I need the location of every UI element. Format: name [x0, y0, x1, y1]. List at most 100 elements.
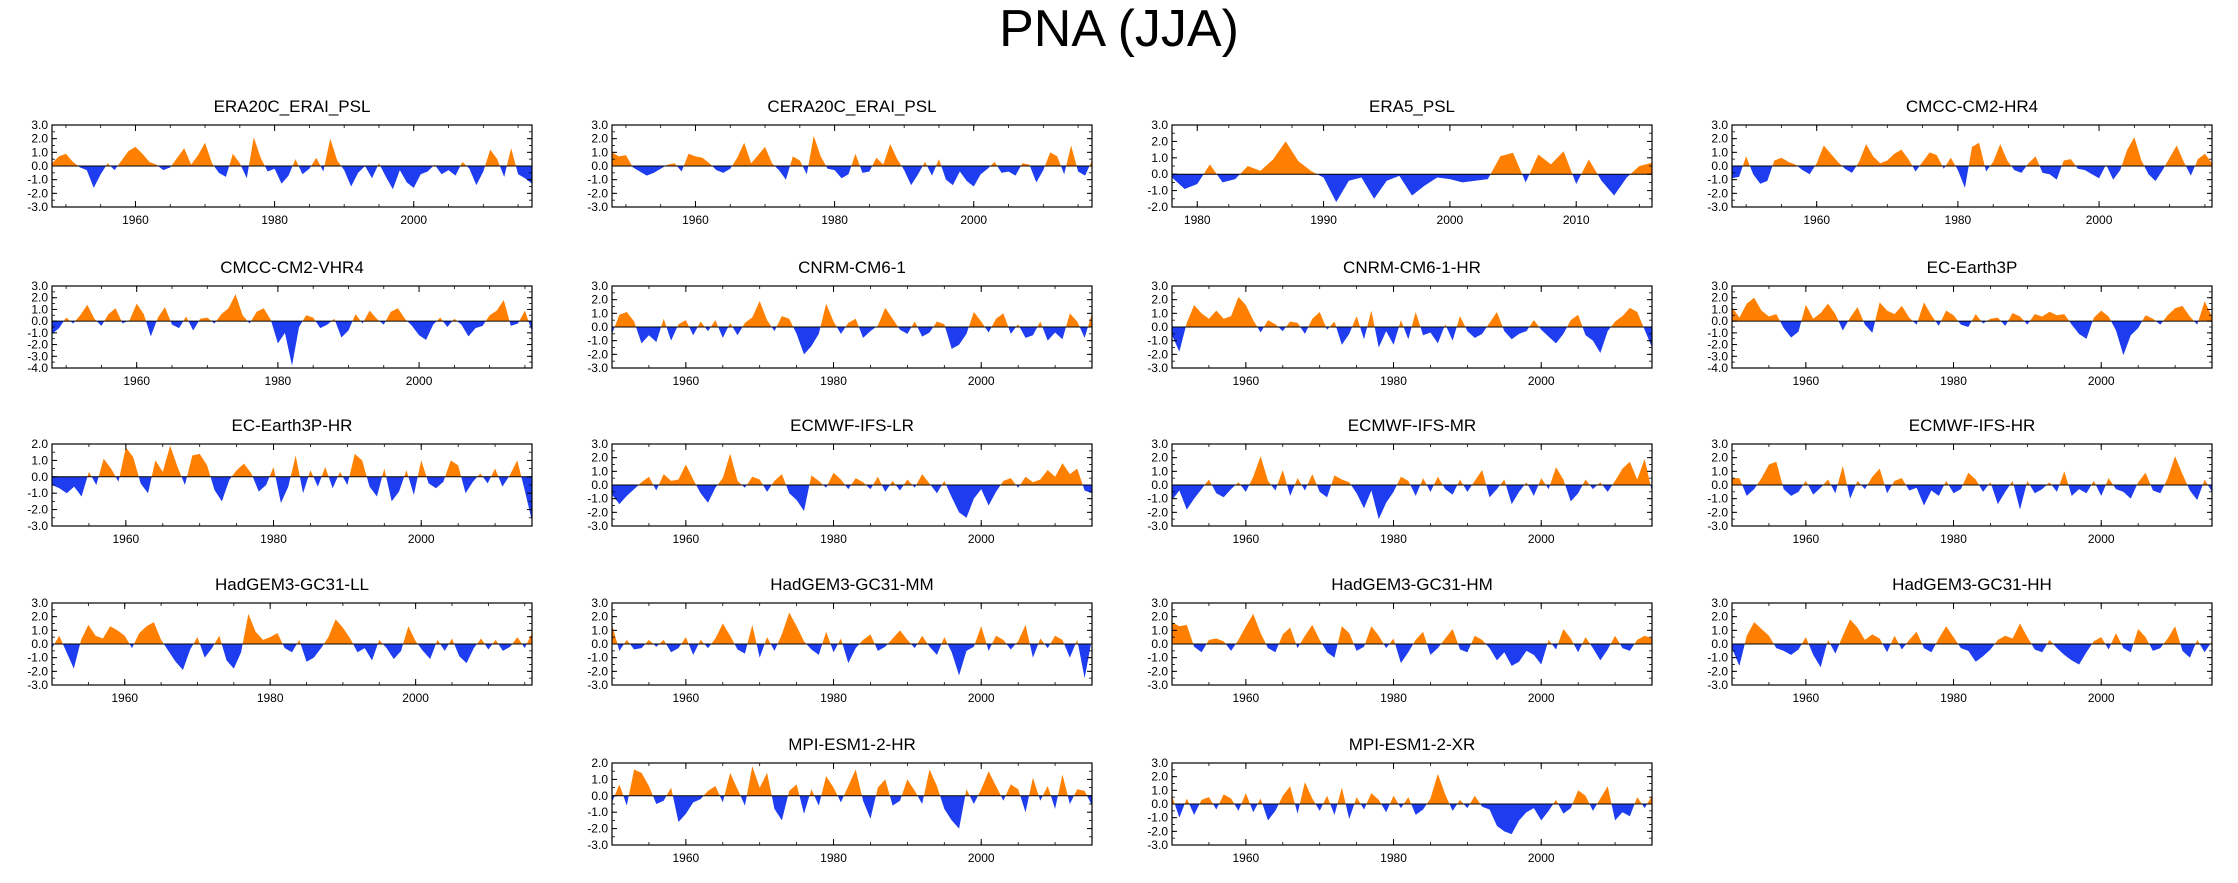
y-tick-label: 1.0	[1711, 623, 1728, 637]
y-tick-label: 3.0	[591, 118, 608, 132]
negative-area	[52, 476, 532, 522]
negative-area	[1732, 321, 2212, 356]
y-tick-label: 1.0	[591, 145, 608, 159]
panel-plot: 3.02.01.00.0-1.0-2.0-3.0-4.0 1960 1980 2000	[27, 279, 533, 388]
y-tick-label: 3.0	[1151, 437, 1168, 451]
panel-title: HadGEM3-GC31-LL	[214, 575, 369, 594]
negative-area	[52, 166, 532, 190]
x-tick-label: 2000	[1528, 691, 1555, 705]
y-tick-label: -3.0	[27, 200, 48, 214]
y-tick-label: 1.0	[1151, 783, 1168, 797]
y-tick-label: 1.0	[1151, 623, 1168, 637]
panel-ECMWF-IFS-LR: ECMWF-IFS-LR 3.0 2.0 1.0 0.0 -1.0 -2.0 -3.0 1960…	[560, 414, 1120, 564]
y-tick-label: -1.0	[587, 651, 608, 665]
panel-title: EC-Earth3P-HR	[231, 416, 353, 435]
x-tick-label: 1960	[1232, 691, 1259, 705]
y-tick-label: -3.0	[27, 678, 48, 692]
y-tick-label: 0.0	[31, 159, 48, 173]
y-tick-label: 2.0	[1151, 451, 1168, 465]
y-tick-label: 2.0	[1151, 293, 1168, 307]
panel-title: MPI-ESM1-2-XR	[1348, 735, 1476, 754]
panel-CMCC-CM2-HR4: CMCC-CM2-HR4 3.0 2.0 1.0 0.0 -1.0 -2.0 -3.0 1960…	[1680, 95, 2238, 245]
x-tick-label: 2000	[968, 374, 995, 388]
positive-area	[1172, 456, 1652, 485]
y-tick-label: -3.0	[587, 361, 608, 375]
x-tick-label: 2000	[968, 851, 995, 865]
y-tick-label: 2.0	[1711, 610, 1728, 624]
panel-CMCC-CM2-VHR4: CMCC-CM2-VHR4 3.0 2.0 1.0 0.0 -1.0 -2.0 -3.0 -4.…	[0, 256, 560, 406]
y-tick-label: -3.0	[27, 519, 48, 533]
x-tick-label: 2000	[960, 213, 987, 227]
y-tick-label: 1.0	[1151, 151, 1168, 165]
x-tick-label: 1980	[1184, 213, 1211, 227]
panel-plot: 3.02.01.00.0-1.0-2.0-3.0-4.0 1960 1980 2000	[1707, 279, 2213, 388]
panel-title: ECMWF-IFS-LR	[790, 416, 914, 435]
figure-title: PNA (JJA)	[999, 0, 1239, 58]
x-tick-label: 1960	[1792, 532, 1819, 546]
x-tick-label: 1980	[260, 532, 287, 546]
y-tick-label: 0.0	[1151, 797, 1168, 811]
panel-ECMWF-IFS-HR: ECMWF-IFS-HR 3.0 2.0 1.0 0.0 -1.0 -2.0 -3.0 1960…	[1680, 414, 2238, 564]
y-tick-label: 2.0	[1151, 770, 1168, 784]
x-tick-label: 2000	[1528, 532, 1555, 546]
y-tick-label: 2.0	[31, 291, 48, 305]
negative-area	[1172, 804, 1652, 835]
x-tick-label: 1960	[111, 691, 138, 705]
positive-area	[612, 453, 1092, 485]
positive-area	[52, 613, 532, 644]
panel-title: MPI-ESM1-2-HR	[788, 735, 916, 754]
y-tick-label: -1.0	[1147, 334, 1168, 348]
positive-area	[52, 445, 532, 477]
y-tick-label: -1.0	[587, 492, 608, 506]
y-tick-label: -1.0	[27, 651, 48, 665]
y-tick-label: 0.0	[31, 637, 48, 651]
x-tick-label: 1960	[122, 213, 149, 227]
y-tick-label: 3.0	[591, 596, 608, 610]
y-tick-label: -2.0	[27, 664, 48, 678]
x-tick-label: 2000	[2088, 532, 2115, 546]
negative-area	[1172, 644, 1652, 666]
x-tick-label: 1990	[1310, 213, 1337, 227]
panel-HadGEM3-GC31-HH: HadGEM3-GC31-HH 3.0 2.0 1.0 0.0 -1.0 -2.0 -3.0 1…	[1680, 573, 2238, 723]
panel-title: ECMWF-IFS-HR	[1908, 416, 2036, 435]
y-tick-label: -2.0	[27, 503, 48, 517]
panel-title: CNRM-CM6-1-HR	[1343, 258, 1481, 277]
y-tick-label: -3.0	[587, 519, 608, 533]
y-tick-label: -3.0	[1147, 361, 1168, 375]
y-tick-label: -2.0	[27, 186, 48, 200]
x-tick-label: 1960	[1232, 374, 1259, 388]
plot-frame	[1731, 285, 2213, 369]
y-tick-label: -3.0	[1147, 838, 1168, 852]
y-tick-label: 0.0	[591, 478, 608, 492]
panel-plot: 3.02.01.00.0-1.0-2.0-3.0 1960 1980 2000	[27, 596, 533, 705]
y-tick-label: 1.0	[1711, 145, 1728, 159]
panel-HadGEM3-GC31-HM: HadGEM3-GC31-HM 3.0 2.0 1.0 0.0 -1.0 -2.0 -3.0 1…	[1120, 573, 1680, 723]
y-tick-label: 1.0	[591, 772, 608, 786]
panel-CNRM-CM6-1-HR: CNRM-CM6-1-HR 3.0 2.0 1.0 0.0 -1.0 -2.0 -3.0 196…	[1120, 256, 1680, 406]
x-tick-label: 1960	[672, 532, 699, 546]
positive-area	[1732, 137, 2212, 166]
x-tick-label: 1980	[257, 691, 284, 705]
y-tick-label: -2.0	[1707, 664, 1728, 678]
y-tick-label: -3.0	[587, 678, 608, 692]
positive-area	[612, 766, 1092, 796]
panel-plot: 3.02.01.00.0-1.0-2.0-3.0 1960 1980 2000	[1147, 596, 1653, 705]
panel-plot: 3.0 2.0 1.0 0.0 -1.0 -2.0 1980 1990 2000 2010	[1147, 118, 1653, 227]
x-tick-label: 1960	[123, 374, 150, 388]
x-tick-label: 1980	[1940, 374, 1967, 388]
y-tick-label: -2.0	[1147, 347, 1168, 361]
x-tick-label: 1960	[1792, 374, 1819, 388]
y-tick-label: 1.0	[591, 623, 608, 637]
y-tick-label: 2.0	[1151, 610, 1168, 624]
y-tick-label: -1.0	[27, 326, 48, 340]
positive-area	[52, 294, 532, 322]
y-tick-label: 1.0	[1711, 464, 1728, 478]
y-tick-label: -1.0	[1147, 492, 1168, 506]
x-tick-label: 1980	[1940, 691, 1967, 705]
x-tick-label: 1980	[820, 374, 847, 388]
positive-area	[1172, 141, 1652, 175]
y-tick-label: 1.0	[31, 302, 48, 316]
y-tick-label: -2.0	[27, 338, 48, 352]
x-tick-label: 1960	[1232, 851, 1259, 865]
y-tick-label: 3.0	[1151, 118, 1168, 132]
